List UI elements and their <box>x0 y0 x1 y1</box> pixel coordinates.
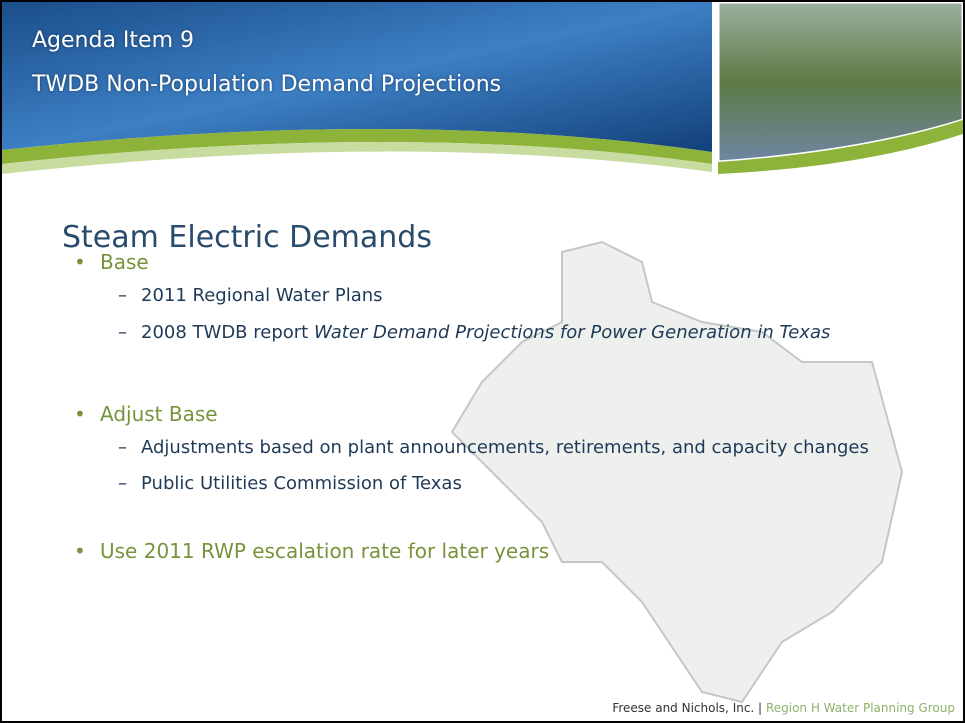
sub-bullet-text: 2008 TWDB report <box>141 322 314 343</box>
agenda: Agenda Item 9 <box>32 28 194 53</box>
sub-bullet-text: Public Utilities Commission of Texas <box>141 473 462 494</box>
slide: Agenda Item 9 TWDB Non-Population Demand… <box>0 0 965 723</box>
sub-bullet-text: Adjustments based on plant announcements… <box>141 437 869 458</box>
bullet: Base <box>74 250 874 274</box>
header-title: TWDB Non-Population Demand Projections <box>32 72 501 97</box>
bullet: Use 2011 RWP escalation rate for later y… <box>74 539 874 563</box>
sub-bullet: Public Utilities Commission of Texas <box>74 470 874 499</box>
bullet-list: Base 2011 Regional Water Plans 2008 TWDB r… <box>74 250 874 563</box>
sub-bullet-text: Water Demand Projections for Power Gener… <box>314 322 830 343</box>
footer: Freese and Nichols, Inc. | Region H Wate… <box>612 701 955 715</box>
sub-bullet: 2008 TWDB report Water Demand Projection… <box>74 319 874 348</box>
sub-bullet: 2011 Regional Water Plans <box>74 282 874 311</box>
sub-bullet-text: 2011 Regional Water Plans <box>141 285 383 306</box>
footer-company: Freese and Nichols, Inc. | <box>612 701 762 715</box>
bullet: Adjust Base <box>74 402 874 426</box>
footer-group: Region H Water Planning Group <box>766 701 955 715</box>
sub-bullet: Adjustments based on plant announcements… <box>74 434 874 463</box>
